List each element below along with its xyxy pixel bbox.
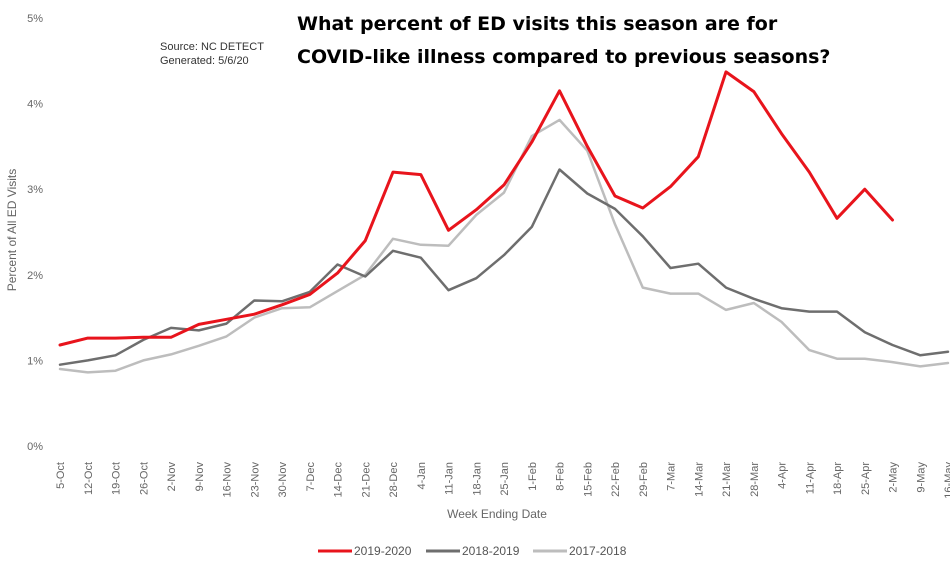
x-tick-label: 21-Dec <box>360 462 372 498</box>
x-tick-label: 11-Jan <box>444 462 456 495</box>
x-tick-label: 5-Oct <box>55 462 67 489</box>
generated-note: Generated: 5/6/20 <box>160 55 249 67</box>
legend: 2019-2020 2018-2019 2017-2018 <box>318 544 627 558</box>
x-tick-label: 26-Oct <box>138 462 150 495</box>
x-tick-label: 28-Dec <box>388 462 400 498</box>
x-tick-label: 9-May <box>915 462 927 493</box>
x-tick-label: 21-Mar <box>721 462 733 497</box>
x-tick-label: 14-Dec <box>333 462 345 498</box>
x-tick-label: 7-Dec <box>305 462 317 492</box>
x-tick-label: 4-Apr <box>777 462 789 489</box>
chart-title-line-1: What percent of ED visits this season ar… <box>297 13 778 35</box>
y-tick-label: 0% <box>27 441 43 453</box>
x-tick-label: 16-Nov <box>222 462 234 498</box>
x-tick-label: 25-Apr <box>860 462 872 495</box>
x-tick-label: 18-Apr <box>832 462 844 495</box>
x-tick-label: 1-Feb <box>527 462 539 491</box>
source-note: Source: NC DETECT <box>160 41 264 53</box>
x-tick-label: 11-Apr <box>804 462 816 495</box>
series-line-2019-2020 <box>58 70 894 347</box>
x-tick-label: 23-Nov <box>249 462 261 498</box>
x-tick-label: 28-Mar <box>749 462 761 497</box>
x-tick-label: 14-Mar <box>693 462 705 497</box>
x-tick-label: 25-Jan <box>499 462 511 496</box>
x-tick-label: 12-Oct <box>83 462 95 495</box>
series-line-2018-2019 <box>58 168 950 366</box>
legend-label: 2017-2018 <box>569 544 627 558</box>
y-tick-label: 2% <box>27 270 43 282</box>
y-axis-title: Percent of All ED Visits <box>5 169 19 292</box>
y-tick-label: 1% <box>27 355 43 367</box>
chart-title-line-2: COVID-like illness compared to previous … <box>297 46 830 68</box>
legend-label: 2019-2020 <box>354 544 412 558</box>
x-tick-label: 7-Mar <box>666 462 678 491</box>
x-tick-label: 19-Oct <box>111 462 123 495</box>
x-tick-label: 8-Feb <box>555 462 567 491</box>
x-tick-label: 9-Nov <box>194 462 206 492</box>
y-tick-label: 4% <box>27 99 43 111</box>
x-tick-label: 16-May <box>943 462 950 499</box>
x-tick-label: 22-Feb <box>610 462 622 497</box>
x-tick-label: 15-Feb <box>582 462 594 497</box>
x-axis-title: Week Ending Date <box>447 507 547 521</box>
y-tick-label: 3% <box>27 184 43 196</box>
y-tick-label: 5% <box>27 13 43 25</box>
legend-label: 2018-2019 <box>462 544 520 558</box>
x-tick-label: 2-Nov <box>166 462 178 492</box>
x-tick-label: 4-Jan <box>416 462 428 490</box>
series-line-2017-2018 <box>58 118 950 374</box>
x-tick-label: 2-May <box>888 462 900 493</box>
x-tick-label: 30-Nov <box>277 462 289 498</box>
x-tick-label: 18-Jan <box>471 462 483 496</box>
x-tick-label: 29-Feb <box>638 462 650 497</box>
